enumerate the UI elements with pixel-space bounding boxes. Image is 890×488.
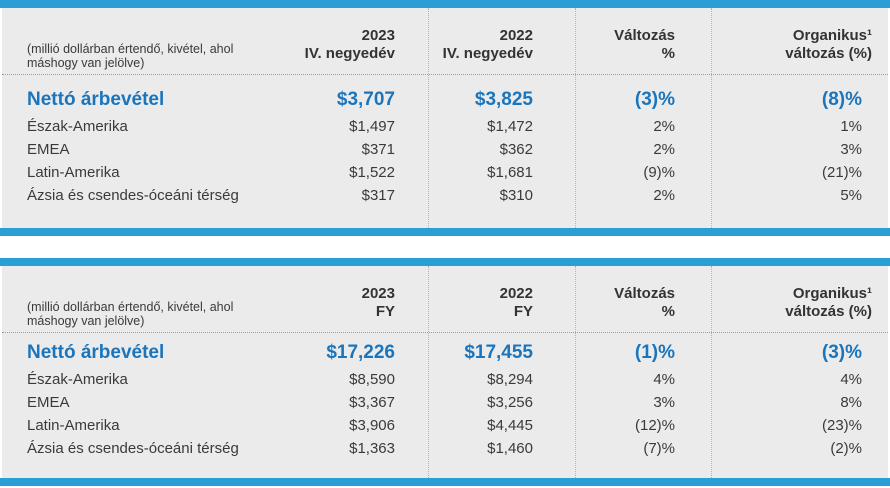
- cell-2022-q4: $1,681: [487, 164, 533, 181]
- table-bottom-accent-bar: [0, 478, 890, 486]
- column-separator: [428, 266, 429, 478]
- row-label: EMEA: [27, 141, 70, 158]
- row-label: Észak-Amerika: [27, 118, 128, 135]
- cell-change-pct: (3)%: [634, 89, 675, 110]
- row-label: Nettó árbevétel: [27, 342, 165, 363]
- table-row-emea: EMEA $371 $362 2% 3%: [2, 138, 888, 161]
- cell-2023-fy: $17,226: [326, 342, 395, 363]
- row-label: Latin-Amerika: [27, 417, 120, 434]
- column-separator: [428, 8, 429, 228]
- col-change-pct: Változás %: [614, 285, 675, 320]
- cell-2023-q4: $1,497: [349, 118, 395, 135]
- cell-organic-change: 8%: [840, 394, 862, 411]
- cell-organic-change: (3)%: [821, 342, 862, 363]
- q4-results-table: (millió dollárban értendő, kivétel, ahol…: [0, 0, 890, 236]
- units-note: (millió dollárban értendő, kivétel, ahol…: [27, 300, 234, 328]
- cell-2023-q4: $3,707: [336, 89, 395, 110]
- row-label: EMEA: [27, 394, 70, 411]
- cell-2023-fy: $8,590: [349, 371, 395, 388]
- units-note: (millió dollárban értendő, kivétel, ahol…: [27, 42, 234, 70]
- fy-table-body: Nettó árbevétel $17,226 $17,455 (1)% (3)…: [2, 333, 888, 478]
- cell-2023-fy: $1,363: [349, 440, 395, 457]
- table-row-asia-pacific: Ázsia és csendes-óceáni térség $317 $310…: [2, 184, 888, 207]
- column-separator: [575, 8, 576, 228]
- cell-2023-q4: $1,522: [349, 164, 395, 181]
- cell-2022-fy: $17,455: [464, 342, 533, 363]
- cell-organic-change: 4%: [840, 371, 862, 388]
- cell-organic-change: (2)%: [830, 440, 862, 457]
- table-row-north-america: Észak-Amerika $1,497 $1,472 2% 1%: [2, 115, 888, 138]
- cell-2022-q4: $1,472: [487, 118, 533, 135]
- col-2023-fy: 2023 FY: [361, 285, 395, 320]
- cell-2023-q4: $317: [361, 187, 395, 204]
- cell-organic-change: 1%: [840, 118, 862, 135]
- col-2023-q4: 2023 IV. negyedév: [304, 27, 395, 62]
- cell-change-pct: (9)%: [643, 164, 675, 181]
- row-label: Ázsia és csendes-óceáni térség: [27, 440, 239, 457]
- fy-table-header: (millió dollárban értendő, kivétel, ahol…: [2, 266, 888, 333]
- cell-2023-q4: $371: [361, 141, 395, 158]
- fy-results-table: (millió dollárban értendő, kivétel, ahol…: [0, 258, 890, 486]
- cell-organic-change: 3%: [840, 141, 862, 158]
- table-bottom-accent-bar: [0, 228, 890, 236]
- table-row-latin-america: Latin-Amerika $1,522 $1,681 (9)% (21)%: [2, 161, 888, 184]
- cell-change-pct: 2%: [653, 141, 675, 158]
- cell-organic-change: (23)%: [821, 417, 862, 434]
- cell-organic-change: (8)%: [821, 89, 862, 110]
- table-top-accent-bar: [0, 258, 890, 266]
- q4-table-body: Nettó árbevétel $3,707 $3,825 (3)% (8)% …: [2, 75, 888, 228]
- fy-table-panel: (millió dollárban értendő, kivétel, ahol…: [2, 266, 888, 478]
- col-organic-change: Organikus¹ változás (%): [785, 27, 872, 62]
- table-row-asia-pacific: Ázsia és csendes-óceáni térség $1,363 $1…: [2, 437, 888, 460]
- row-label: Nettó árbevétel: [27, 89, 165, 110]
- table-row-latin-america: Latin-Amerika $3,906 $4,445 (12)% (23)%: [2, 414, 888, 437]
- table-row-north-america: Észak-Amerika $8,590 $8,294 4% 4%: [2, 368, 888, 391]
- cell-change-pct: (1)%: [634, 342, 675, 363]
- cell-change-pct: 3%: [653, 394, 675, 411]
- table-row-emea: EMEA $3,367 $3,256 3% 8%: [2, 391, 888, 414]
- cell-2023-fy: $3,906: [349, 417, 395, 434]
- table-row-net-revenue: Nettó árbevétel $17,226 $17,455 (1)% (3)…: [2, 338, 888, 368]
- cell-organic-change: 5%: [840, 187, 862, 204]
- row-label: Latin-Amerika: [27, 164, 120, 181]
- q4-table-panel: (millió dollárban értendő, kivétel, ahol…: [2, 8, 888, 228]
- cell-change-pct: (7)%: [643, 440, 675, 457]
- cell-change-pct: 2%: [653, 118, 675, 135]
- column-separator: [711, 266, 712, 478]
- row-label: Ázsia és csendes-óceáni térség: [27, 187, 239, 204]
- cell-change-pct: 4%: [653, 371, 675, 388]
- tables-gap: [0, 236, 890, 258]
- column-separator: [575, 266, 576, 478]
- col-2022-fy: 2022 FY: [499, 285, 533, 320]
- col-change-pct: Változás %: [614, 27, 675, 62]
- column-separator: [711, 8, 712, 228]
- cell-2022-q4: $310: [499, 187, 533, 204]
- cell-2022-fy: $3,256: [487, 394, 533, 411]
- table-row-net-revenue: Nettó árbevétel $3,707 $3,825 (3)% (8)%: [2, 85, 888, 115]
- cell-change-pct: 2%: [653, 187, 675, 204]
- cell-organic-change: (21)%: [821, 164, 862, 181]
- cell-2022-fy: $4,445: [487, 417, 533, 434]
- cell-2022-q4: $362: [499, 141, 533, 158]
- cell-2022-q4: $3,825: [474, 89, 533, 110]
- cell-change-pct: (12)%: [634, 417, 675, 434]
- cell-2022-fy: $8,294: [487, 371, 533, 388]
- q4-table-header: (millió dollárban értendő, kivétel, ahol…: [2, 8, 888, 75]
- row-label: Észak-Amerika: [27, 371, 128, 388]
- table-top-accent-bar: [0, 0, 890, 8]
- col-organic-change: Organikus¹ változás (%): [785, 285, 872, 320]
- col-2022-q4: 2022 IV. negyedév: [442, 27, 533, 62]
- cell-2022-fy: $1,460: [487, 440, 533, 457]
- cell-2023-fy: $3,367: [349, 394, 395, 411]
